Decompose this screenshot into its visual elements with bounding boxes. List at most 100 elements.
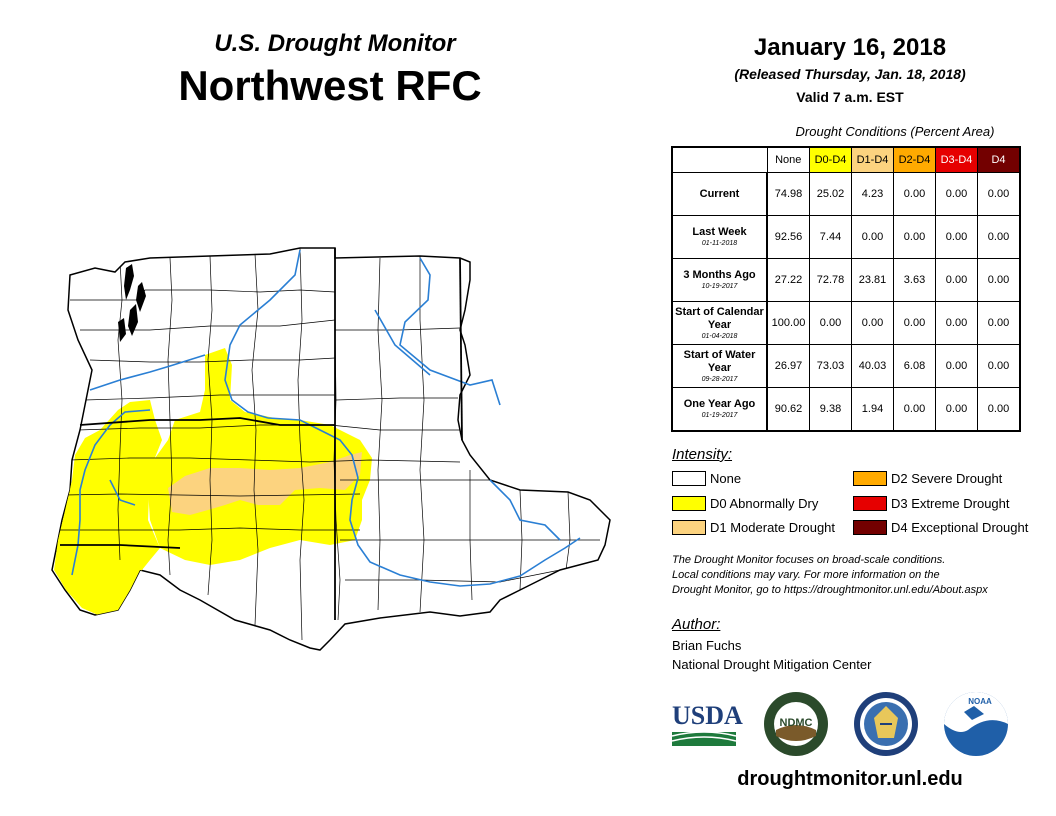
map-date: January 16, 2018 xyxy=(753,34,947,61)
drought-conditions-table: None D0-D4 D1-D4 D2-D4 D3-D4 D4 Current … xyxy=(671,146,1021,432)
table-cell: 4.23 xyxy=(851,172,894,216)
table-cell: 0.00 xyxy=(977,344,1021,388)
table-cell: 1.94 xyxy=(851,387,894,432)
table-cell: 74.98 xyxy=(766,172,810,216)
table-cell: 26.97 xyxy=(766,344,810,388)
legend-label: D2 Severe Drought xyxy=(891,471,1003,486)
table-cell: 0.00 xyxy=(809,301,852,345)
table-cell: 72.78 xyxy=(809,258,852,302)
noaa-logo: NOAA xyxy=(944,692,1008,756)
puget-sound xyxy=(118,264,146,342)
disclaimer-note: The Drought Monitor focuses on broad-sca… xyxy=(672,553,1042,598)
noaa-text: NOAA xyxy=(968,697,992,706)
table-cell: 40.03 xyxy=(851,344,894,388)
row-date: 10-19-2017 xyxy=(701,283,738,290)
usda-text: USDA xyxy=(672,701,743,730)
legend-item: D3 Extreme Drought xyxy=(853,496,1010,511)
legend-swatch xyxy=(853,496,887,511)
legend-label: D4 Exceptional Drought xyxy=(891,520,1029,535)
row-label: One Year Ago 01-19-2017 xyxy=(671,387,768,432)
table-cell: 0.00 xyxy=(893,172,936,216)
site-url[interactable]: droughtmonitor.unl.edu xyxy=(737,768,963,790)
table-cell: 0.00 xyxy=(893,215,936,259)
table-cell: 0.00 xyxy=(893,387,936,432)
row-label: Start of Water Year 09-28-2017 xyxy=(671,344,768,388)
table-cell: 0.00 xyxy=(935,215,978,259)
table-cell: 90.62 xyxy=(766,387,810,432)
table-cell: 0.00 xyxy=(935,301,978,345)
state-boundaries xyxy=(60,248,463,620)
table-cell: 0.00 xyxy=(977,172,1021,216)
table-cell: 0.00 xyxy=(935,172,978,216)
release-date: (Released Thursday, Jan. 18, 2018) xyxy=(734,66,966,82)
legend-label: D1 Moderate Drought xyxy=(710,520,836,535)
table-cell: 0.00 xyxy=(977,387,1021,432)
table-cell: 0.00 xyxy=(851,301,894,345)
row-date: 01-04-2018 xyxy=(701,332,738,340)
map-subtitle: U.S. Drought Monitor xyxy=(214,30,456,57)
legend-title: Intensity: xyxy=(672,446,733,463)
row-label: 3 Months Ago 10-19-2017 xyxy=(671,258,768,302)
legend-item: D0 Abnormally Dry xyxy=(672,496,818,511)
table-row: Current 74.98 25.02 4.23 0.00 0.00 0.00 xyxy=(671,172,1021,216)
author-title: Author: xyxy=(672,616,721,633)
legend-item: None xyxy=(672,471,741,486)
map-title: Northwest RFC xyxy=(178,62,482,109)
legend-label: D0 Abnormally Dry xyxy=(710,496,819,511)
legend-label: None xyxy=(710,471,742,486)
col-header: D4 xyxy=(977,146,1021,173)
legend-swatch xyxy=(672,520,706,535)
row-label: Last Week 01-11-2018 xyxy=(671,215,768,259)
commerce-seal xyxy=(854,692,918,756)
logos: USDA NDMC NOAA xyxy=(671,692,1008,756)
legend-swatch xyxy=(853,520,887,535)
row-label: Current xyxy=(671,172,768,216)
legend-label: D3 Extreme Drought xyxy=(891,496,1010,511)
note-line: Drought Monitor, go to https://droughtmo… xyxy=(672,584,988,596)
row-date: 09-28-2017 xyxy=(701,375,738,383)
drought-map xyxy=(51,247,611,651)
table-row: Last Week 01-11-2018 92.56 7.44 0.00 0.00… xyxy=(671,215,1021,259)
table-cell: 92.56 xyxy=(766,215,810,259)
table-cell: 3.63 xyxy=(893,258,936,302)
table-cell: 0.00 xyxy=(851,215,894,259)
d0-area-west xyxy=(54,400,162,615)
header-blank xyxy=(672,147,767,173)
col-header: None xyxy=(766,146,810,173)
usda-logo: USDA xyxy=(671,701,743,746)
table-cell: 100.00 xyxy=(766,301,810,345)
table-cell: 7.44 xyxy=(809,215,852,259)
author-name: Brian Fuchs xyxy=(672,638,742,653)
table-cell: 25.02 xyxy=(809,172,852,216)
note-line: The Drought Monitor focuses on broad-sca… xyxy=(672,554,946,566)
table-cell: 0.00 xyxy=(893,301,936,345)
ndmc-text: NDMC xyxy=(780,717,813,729)
rivers xyxy=(71,249,581,587)
table-cell: 73.03 xyxy=(809,344,852,388)
col-header: D1-D4 xyxy=(851,146,894,173)
table-cell: 23.81 xyxy=(851,258,894,302)
table-cell: 0.00 xyxy=(977,215,1021,259)
col-header: D0-D4 xyxy=(809,146,852,173)
legend-swatch xyxy=(672,496,706,511)
table-cell: 27.22 xyxy=(766,258,810,302)
table-cell: 9.38 xyxy=(809,387,852,432)
legend-item: D1 Moderate Drought xyxy=(672,520,835,535)
d1-area xyxy=(168,452,362,515)
legend-swatch xyxy=(672,471,706,486)
row-label: Start of Calendar Year 01-04-2018 xyxy=(671,301,768,345)
table-caption: Drought Conditions (Percent Area) xyxy=(795,124,995,139)
table-cell: 6.08 xyxy=(893,344,936,388)
legend-item: D2 Severe Drought xyxy=(853,471,1002,486)
col-header: D2-D4 xyxy=(893,146,936,173)
col-header: D3-D4 xyxy=(935,146,978,173)
note-line: Local conditions may vary. For more info… xyxy=(672,569,940,581)
legend-item: D4 Exceptional Drought xyxy=(853,520,1028,535)
author-organization: National Drought Mitigation Center xyxy=(672,657,872,672)
ndmc-logo: NDMC xyxy=(764,692,828,756)
table-cell: 0.00 xyxy=(935,258,978,302)
table-row: 3 Months Ago 10-19-2017 27.22 72.78 23.81… xyxy=(671,258,1021,302)
table-cell: 0.00 xyxy=(935,387,978,432)
valid-time: Valid 7 a.m. EST xyxy=(796,89,904,105)
legend-swatch xyxy=(853,471,887,486)
